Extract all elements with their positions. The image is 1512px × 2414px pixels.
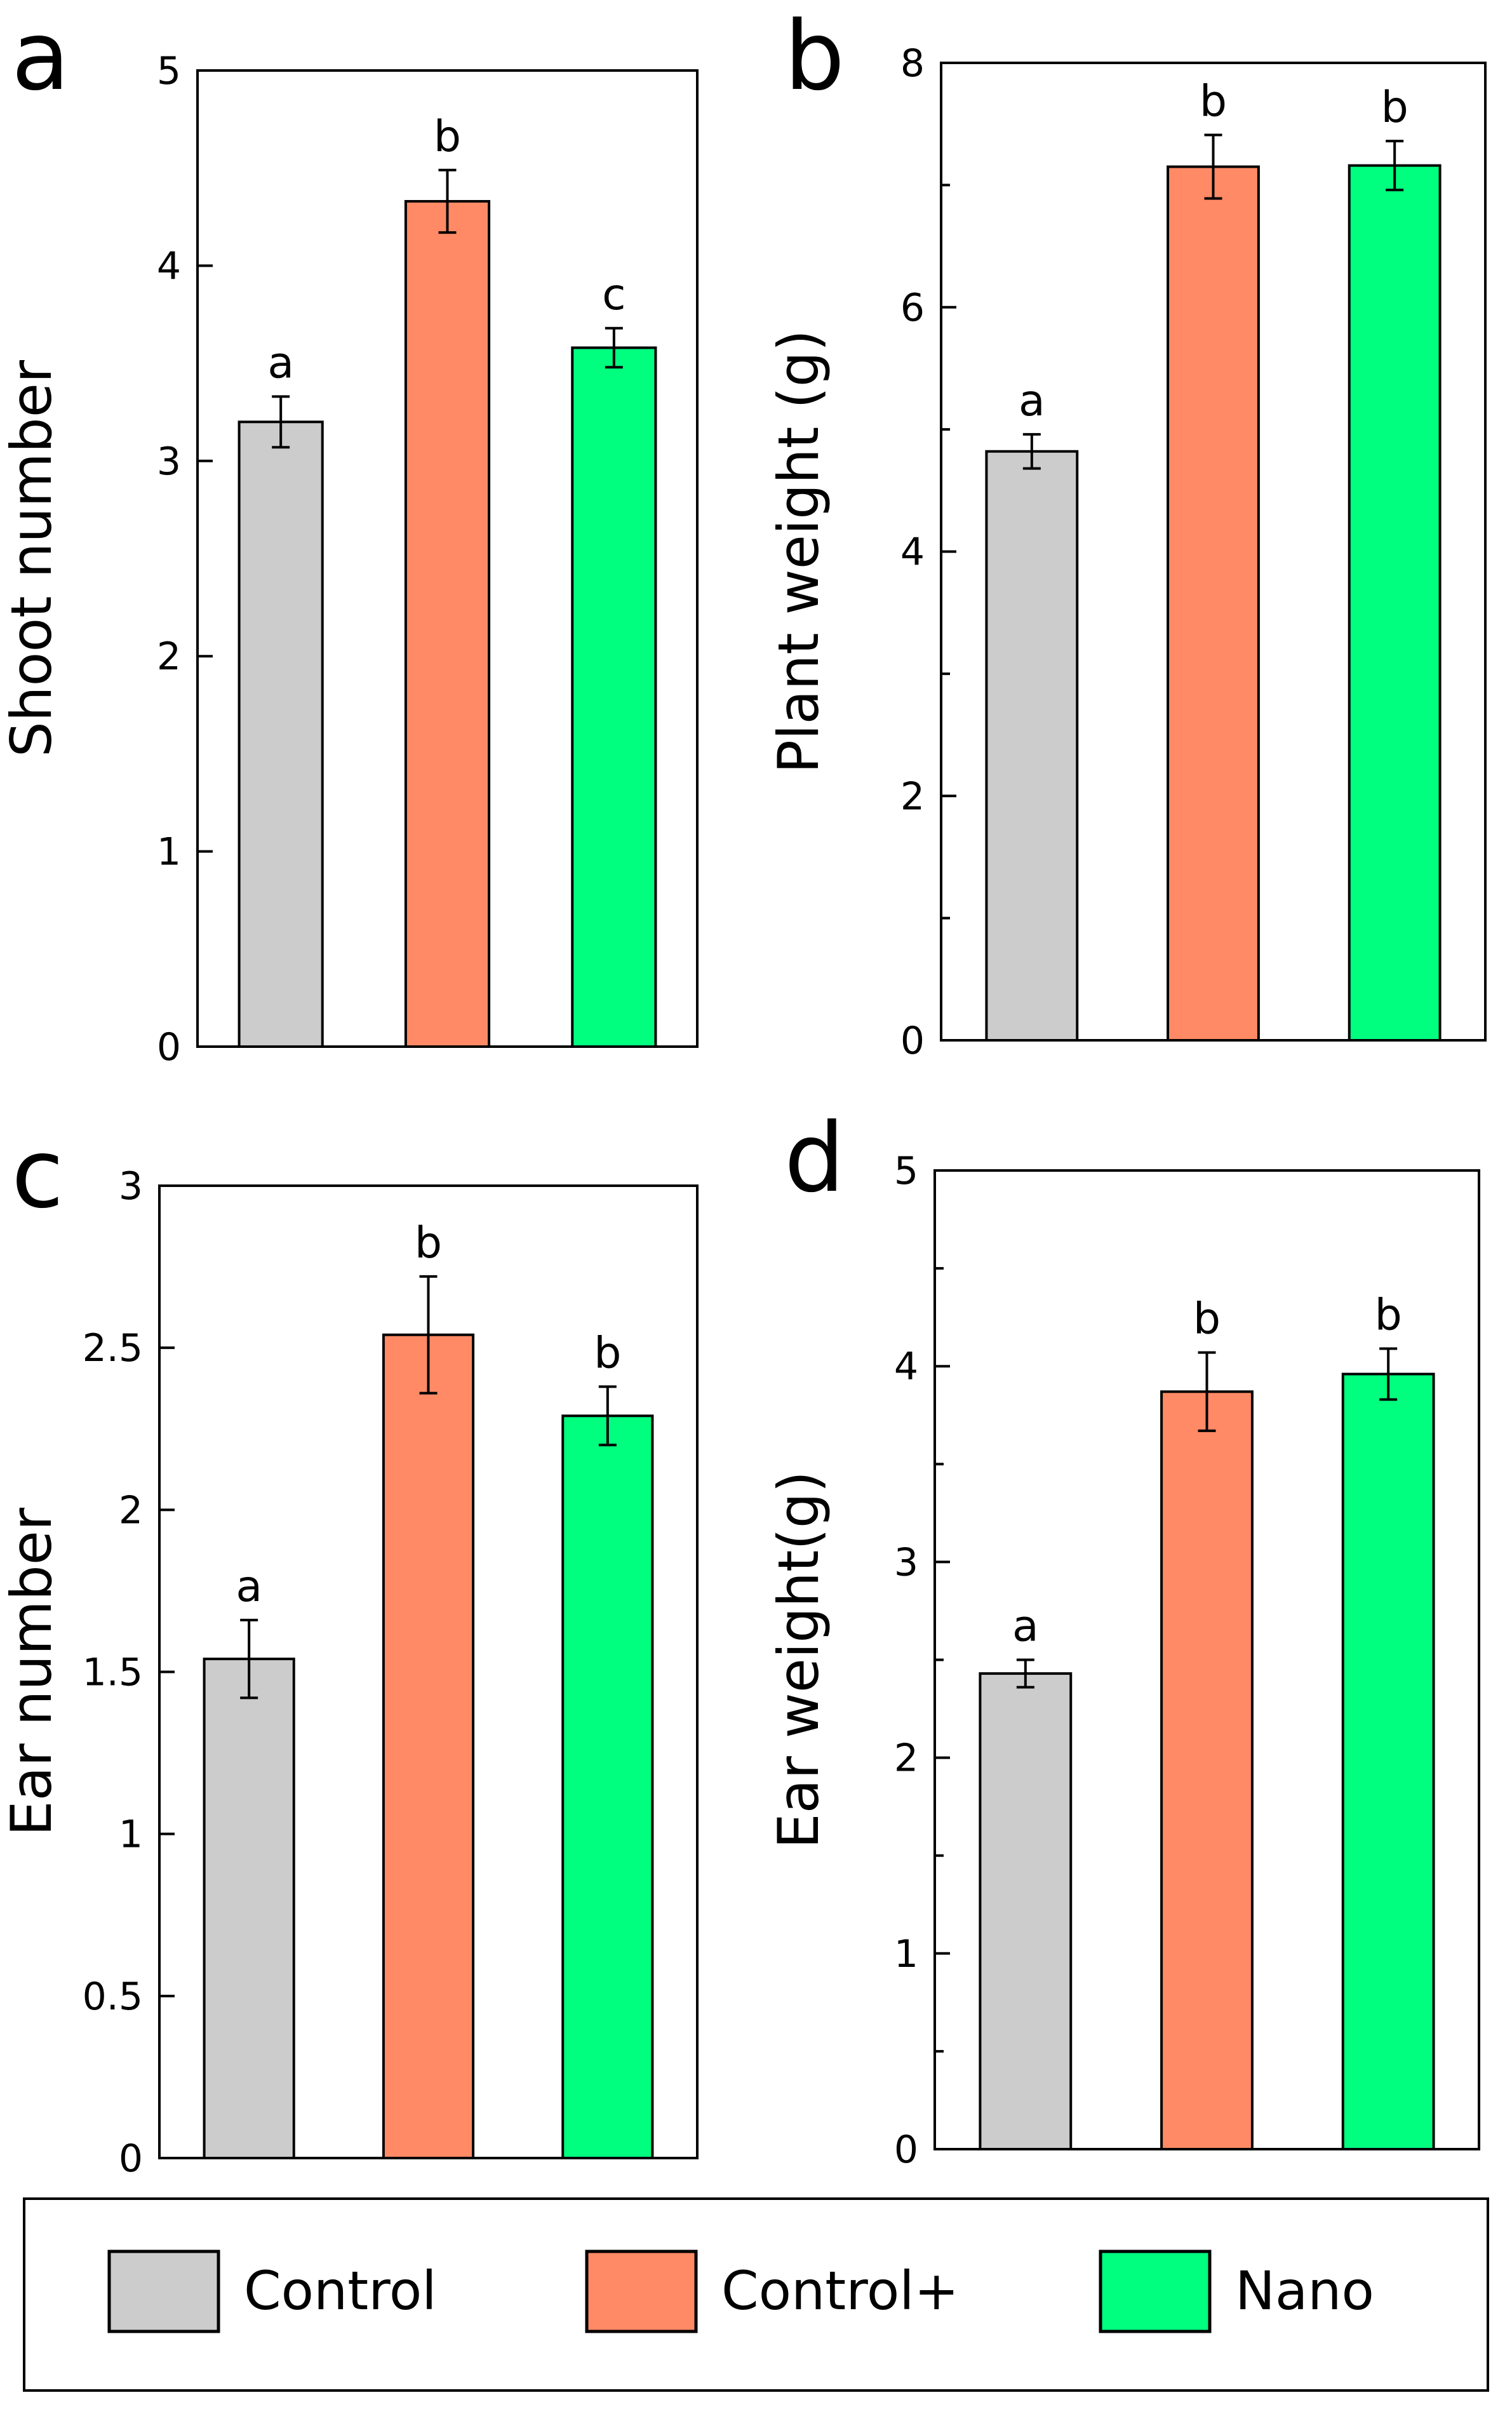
panel-letter: c — [11, 1119, 64, 1230]
y-axis-label: Shoot number — [0, 359, 64, 757]
y-tick-label: 5 — [157, 49, 181, 93]
bar-control-plus — [1167, 165, 1260, 1042]
y-tick-label: 8 — [900, 41, 925, 86]
significance-letter: a — [1019, 376, 1045, 426]
y-tick-label: 2 — [157, 634, 181, 679]
y-tick-label: 2 — [900, 774, 925, 819]
y-tick-label: 4 — [894, 1344, 918, 1389]
legend-swatch-nano — [1099, 2250, 1212, 2333]
legend-swatch-control-plus — [585, 2250, 698, 2333]
y-tick-label: 4 — [157, 244, 181, 288]
significance-letter: a — [1012, 1602, 1039, 1652]
y-tick-label: 3 — [894, 1540, 918, 1585]
y-tick-label: 1 — [119, 1813, 143, 1857]
y-tick-label: 1 — [157, 830, 181, 875]
panel-letter: b — [784, 1, 845, 112]
legend-label: Control — [244, 2260, 437, 2322]
y-tick-label: 2 — [894, 1736, 918, 1781]
panel-c: 0 0.5 1 1.5 2 2.5 3 Ear number c a b b — [0, 1119, 699, 2181]
legend-swatch-control — [107, 2250, 220, 2333]
legend-frame — [23, 2197, 1489, 2392]
bar-control — [979, 1672, 1073, 2150]
significance-letter: b — [415, 1218, 442, 1268]
significance-letter: b — [594, 1328, 621, 1378]
significance-letter: c — [602, 270, 626, 320]
y-tick-label: 6 — [900, 286, 925, 330]
bar-control-plus — [404, 199, 491, 1048]
significance-letter: a — [267, 338, 294, 388]
significance-letter: b — [1200, 77, 1227, 127]
panel-b: 0 2 4 6 8 Plant weight (g) b a b b — [766, 1, 1487, 1063]
y-axis-label: Ear number — [0, 1507, 64, 1836]
panel-letter: d — [784, 1103, 845, 1214]
significance-letter: b — [1375, 1290, 1402, 1340]
y-tick-label: 0 — [900, 1019, 925, 1063]
y-axis-label: Ear weight(g) — [766, 1471, 831, 1849]
significance-letter: b — [1193, 1294, 1221, 1344]
bar-nano — [1348, 164, 1442, 1042]
bar-nano — [561, 1414, 654, 2159]
y-tick-label: 4 — [900, 530, 925, 575]
y-tick-label: 2.5 — [83, 1326, 143, 1371]
y-tick-label: 0 — [119, 2136, 143, 2181]
bar-control — [985, 450, 1079, 1042]
bar-control — [203, 1658, 295, 2159]
y-tick-label: 3 — [157, 439, 181, 484]
bar-control — [238, 420, 324, 1048]
y-tick-label: 2 — [119, 1488, 143, 1532]
legend: Control Control+ Nano — [23, 2197, 1489, 2392]
bar-nano — [571, 346, 657, 1048]
y-tick-label: 5 — [894, 1149, 918, 1193]
y-tick-label: 0 — [894, 2128, 918, 2172]
y-tick-label: 0.5 — [83, 1975, 143, 2019]
significance-letter: a — [236, 1562, 262, 1612]
bar-control-plus — [382, 1333, 475, 2160]
panel-d: 0 1 2 3 4 5 Ear weight(g) d a b b — [766, 1103, 1480, 2172]
panel-letter: a — [11, 1, 70, 112]
legend-label: Control+ — [721, 2260, 959, 2322]
significance-letter: b — [1381, 83, 1408, 133]
legend-label: Nano — [1235, 2260, 1374, 2322]
y-tick-label: 0 — [157, 1025, 181, 1070]
bar-nano — [1341, 1372, 1435, 2151]
significance-letter: b — [434, 112, 461, 162]
y-tick-label: 1.5 — [83, 1651, 143, 1695]
y-axis-label: Plant weight (g) — [766, 330, 831, 774]
panel-a: 0 1 2 3 4 5 Shoot number a a b c — [0, 1, 699, 1070]
y-tick-label: 1 — [894, 1932, 918, 1976]
bar-control-plus — [1160, 1390, 1254, 2151]
y-tick-label: 3 — [119, 1164, 143, 1209]
